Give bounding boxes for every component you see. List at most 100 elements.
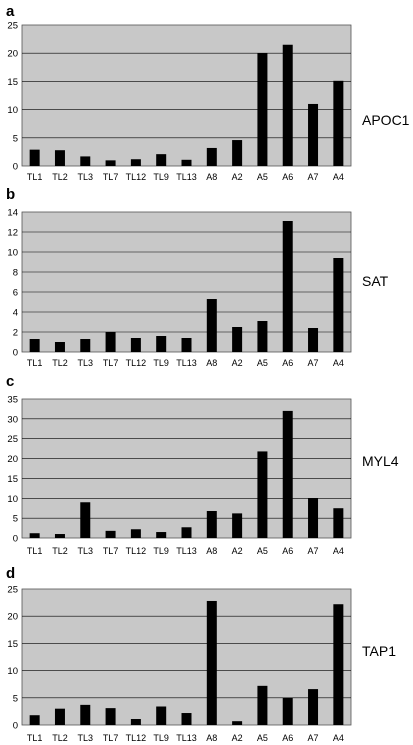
chart-panel-b: 0 2 4 6 8 10 12 14 TL1 TL2 TL3 TL7 TL12 TL9 TL13 A8 A2 A5… (6, 186, 389, 368)
y-tick-label: 4 (13, 308, 18, 319)
category-label: TL13 (176, 172, 197, 182)
bar-TL12 (130, 159, 141, 166)
category-label: A5 (257, 358, 268, 368)
bar-A5 (257, 451, 268, 538)
bar-TL13 (181, 713, 192, 725)
bar-A7 (308, 103, 319, 166)
bar-TL3 (80, 339, 91, 352)
bar-TL7 (105, 708, 116, 725)
bar-TL9 (156, 532, 167, 538)
category-label: TL7 (103, 358, 119, 368)
category-label: A7 (308, 733, 319, 743)
y-tick-label: 10 (7, 105, 18, 116)
category-label: A7 (308, 546, 319, 556)
category-label: TL3 (78, 733, 94, 743)
gene-label: SAT (362, 273, 389, 289)
bar-TL9 (156, 154, 167, 166)
category-label: TL13 (176, 358, 197, 368)
bar-A2 (232, 513, 243, 538)
category-label: TL13 (176, 546, 197, 556)
y-tick-label: 14 (7, 208, 18, 219)
category-label: A8 (206, 733, 217, 743)
category-label: TL7 (103, 733, 119, 743)
gene-label: APOC1 (362, 112, 410, 128)
bar-A5 (257, 321, 268, 352)
category-label: TL9 (153, 358, 169, 368)
category-label: A6 (282, 733, 293, 743)
y-tick-label: 10 (7, 494, 18, 505)
y-tick-label: 20 (7, 612, 18, 623)
bar-TL1 (29, 715, 40, 725)
category-label: A5 (257, 546, 268, 556)
y-tick-label: 0 (13, 348, 18, 359)
bar-TL7 (105, 530, 116, 538)
category-label: A7 (308, 358, 319, 368)
category-label: A5 (257, 172, 268, 182)
y-tick-label: 25 (7, 21, 18, 32)
bar-TL3 (80, 502, 91, 538)
category-label: A2 (232, 546, 243, 556)
bar-TL12 (130, 338, 141, 352)
panel-letter: a (6, 3, 15, 20)
plot-area (21, 24, 352, 167)
bar-TL2 (54, 534, 65, 538)
bar-TL7 (105, 332, 116, 352)
category-label: A4 (333, 733, 344, 743)
category-label: A7 (308, 172, 319, 182)
bar-TL12 (130, 529, 141, 538)
plot-area (21, 211, 352, 353)
y-tick-label: 10 (7, 666, 18, 677)
category-label: TL9 (153, 733, 169, 743)
category-label: A4 (333, 172, 344, 182)
bar-A4 (333, 258, 344, 352)
y-tick-label: 35 (7, 395, 18, 406)
category-label: TL2 (52, 546, 68, 556)
category-label: A4 (333, 546, 344, 556)
category-label: TL12 (126, 358, 147, 368)
category-label: A4 (333, 358, 344, 368)
category-label: TL9 (153, 172, 169, 182)
chart-panel-c: 0 5 10 15 20 25 30 35 TL1 TL2 TL3 TL7 TL12 TL9 TL13 A8 A… (6, 373, 399, 556)
bar-A4 (333, 604, 344, 725)
y-tick-label: 15 (7, 77, 18, 88)
category-label: TL13 (176, 733, 197, 743)
chart-panel-a: 0 5 10 15 20 25 TL1 TL2 TL3 TL7 TL12 TL9 TL13 A8 A2 A5 A… (6, 3, 410, 182)
y-tick-label: 2 (13, 328, 18, 339)
y-tick-label: 15 (7, 474, 18, 485)
category-label: A2 (232, 733, 243, 743)
category-label: TL1 (27, 733, 43, 743)
category-label: A6 (282, 172, 293, 182)
category-label: TL9 (153, 546, 169, 556)
category-label: TL1 (27, 546, 43, 556)
bar-A2 (232, 140, 243, 166)
bar-A8 (206, 299, 217, 352)
y-tick-label: 5 (13, 693, 18, 704)
bar-A8 (206, 147, 217, 166)
category-label: TL2 (52, 358, 68, 368)
category-label: A6 (282, 546, 293, 556)
category-label: TL3 (78, 546, 94, 556)
bar-TL12 (130, 719, 141, 725)
bar-A2 (232, 327, 243, 352)
plot-area (21, 588, 352, 726)
panel-letter: c (6, 373, 14, 390)
bar-TL3 (80, 156, 91, 166)
category-label: A2 (232, 172, 243, 182)
y-tick-label: 0 (13, 721, 18, 732)
y-tick-label: 15 (7, 639, 18, 650)
y-tick-label: 20 (7, 49, 18, 60)
bar-TL1 (29, 533, 40, 538)
bar-A6 (282, 221, 293, 352)
category-label: TL12 (126, 733, 147, 743)
bar-TL2 (54, 708, 65, 725)
category-label: TL12 (126, 546, 147, 556)
category-label: TL2 (52, 733, 68, 743)
bar-TL3 (80, 704, 91, 725)
y-tick-label: 5 (13, 133, 18, 144)
y-tick-label: 10 (7, 248, 18, 259)
y-tick-label: 20 (7, 454, 18, 465)
category-label: TL3 (78, 172, 94, 182)
bar-A6 (282, 410, 293, 538)
y-tick-label: 25 (7, 585, 18, 596)
